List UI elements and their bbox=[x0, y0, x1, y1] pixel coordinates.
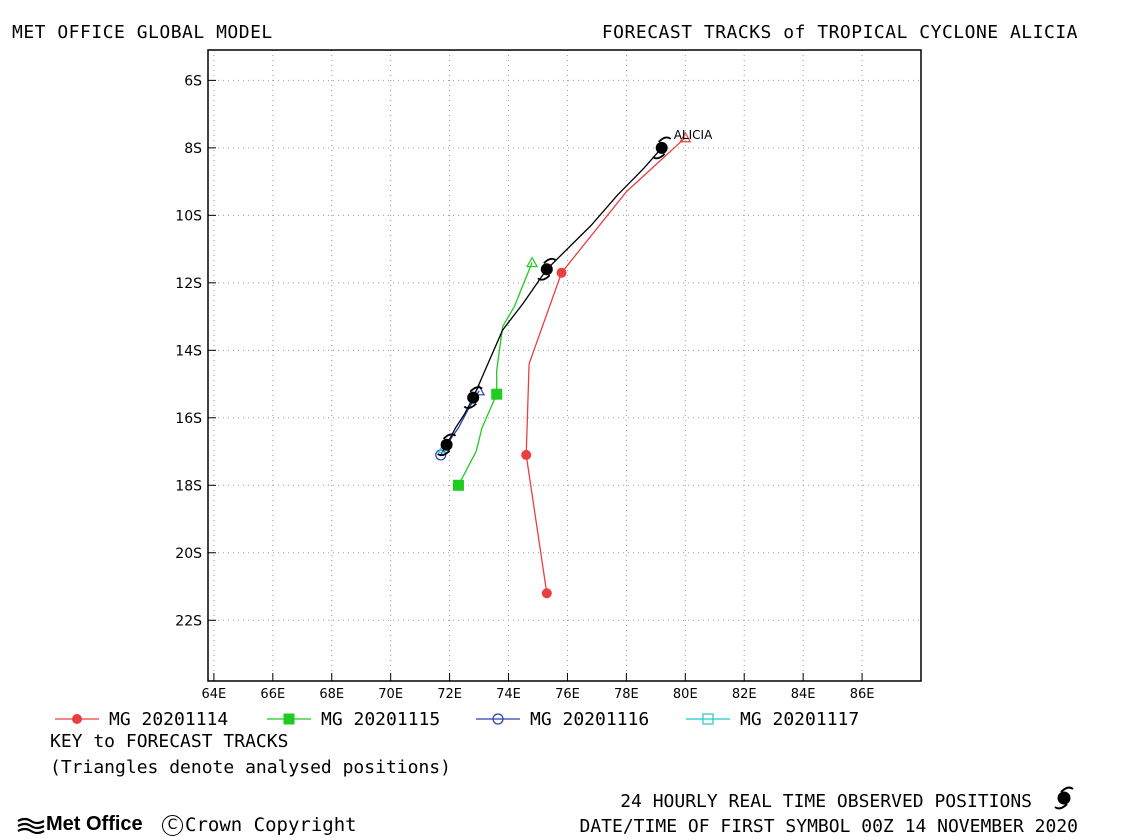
observed-track-line bbox=[446, 147, 663, 446]
x-tick-label: 76E bbox=[555, 687, 580, 702]
header-model-name: MET OFFICE GLOBAL MODEL bbox=[12, 22, 273, 43]
observed-cyclone-symbol bbox=[537, 257, 557, 281]
legend-swatch-mg-20201116 bbox=[476, 713, 520, 725]
legend-item-mg-20201117: MG 20201117 bbox=[686, 708, 859, 730]
y-tick-label: 18S bbox=[175, 478, 202, 494]
track-point-mg-20201114 bbox=[521, 449, 532, 460]
legend-swatch-mg-20201115 bbox=[267, 713, 311, 725]
forecast-tracks bbox=[435, 131, 692, 599]
track-point-mg-20201114 bbox=[556, 267, 567, 278]
analysed-position-mg-20201114 bbox=[679, 131, 692, 143]
met-office-logo-text: Met Office bbox=[46, 813, 143, 835]
y-tick-label: 14S bbox=[175, 343, 202, 359]
track-line-mg-20201115 bbox=[457, 262, 533, 486]
cyclone-symbol-core bbox=[467, 391, 480, 404]
x-tick-label: 82E bbox=[732, 687, 757, 702]
legend-swatch-marker bbox=[283, 713, 295, 725]
copyright-notice: C Crown Copyright bbox=[162, 814, 357, 836]
chart-title: FORECAST TRACKS of TROPICAL CYCLONE ALIC… bbox=[601, 22, 1078, 43]
x-tick-label: 66E bbox=[260, 687, 285, 702]
analysed-position-mg-20201115 bbox=[526, 256, 539, 268]
copyright-text: Crown Copyright bbox=[185, 814, 357, 836]
y-tick-label: 8S bbox=[184, 141, 202, 157]
legend-item-mg-20201116: MG 20201116 bbox=[476, 708, 649, 730]
grid-lines bbox=[208, 50, 921, 681]
copyright-icon: C bbox=[162, 814, 183, 836]
legend-label: MG 20201117 bbox=[740, 708, 860, 730]
cyclone-symbol-arm bbox=[469, 386, 483, 393]
legend-item-mg-20201115: MG 20201115 bbox=[267, 708, 440, 730]
storm-name-label: ALICIA bbox=[674, 128, 713, 142]
legend-swatch-marker bbox=[702, 713, 714, 725]
cyclone-symbol-arm bbox=[537, 274, 551, 281]
cyclone-symbol-icon bbox=[1054, 786, 1074, 810]
first-symbol-datetime: DATE/TIME OF FIRST SYMBOL 00Z 14 NOVEMBE… bbox=[579, 816, 1079, 837]
x-tick-label: 86E bbox=[850, 687, 875, 702]
legend-item-mg-20201114: MG 20201114 bbox=[55, 708, 228, 730]
cyclone-symbol-arm bbox=[543, 257, 557, 264]
cyclone-symbol-arm bbox=[658, 136, 672, 143]
legend-swatch-marker bbox=[72, 714, 82, 724]
cyclone-symbol-core bbox=[655, 141, 668, 154]
axis-ticks: 6S 8S 10S 12S 14S 16S 18S 20S 22S 64E 66E 68E 70E 72E… bbox=[175, 73, 874, 702]
y-tick-label: 12S bbox=[175, 276, 202, 292]
y-tick-label: 10S bbox=[175, 208, 202, 224]
track-point-mg-20201114 bbox=[541, 588, 552, 599]
legend-label: MG 20201115 bbox=[321, 708, 441, 730]
track-point-mg-20201115 bbox=[452, 479, 464, 491]
key-note: (Triangles denote analysed positions) bbox=[50, 757, 451, 778]
observed-positions-label: 24 HOURLY REAL TIME OBSERVED POSITIONS bbox=[620, 791, 1032, 812]
y-tick-label: 22S bbox=[175, 613, 202, 629]
observed-track: ALICIA bbox=[437, 128, 713, 457]
x-tick-label: 78E bbox=[614, 687, 639, 702]
cyclone-symbol-arm bbox=[442, 433, 457, 440]
observed-cyclone-symbol bbox=[652, 136, 672, 160]
legend-label: MG 20201116 bbox=[530, 708, 650, 730]
legend-swatch-mg-20201114 bbox=[55, 714, 99, 724]
x-tick-label: 70E bbox=[378, 687, 403, 702]
observed-cyclone-symbol bbox=[437, 433, 457, 457]
legend-label: MG 20201114 bbox=[109, 708, 229, 730]
y-tick-label: 6S bbox=[184, 73, 202, 89]
track-line-mg-20201114 bbox=[525, 137, 686, 594]
key-title: KEY to FORECAST TRACKS bbox=[50, 731, 289, 752]
y-tick-label: 16S bbox=[175, 411, 202, 427]
legend-swatch-marker bbox=[492, 713, 504, 725]
plot-frame bbox=[207, 49, 922, 682]
track-point-mg-20201115 bbox=[491, 388, 503, 400]
met-office-logo: Met Office bbox=[16, 813, 143, 836]
x-tick-label: 68E bbox=[319, 687, 344, 702]
x-tick-label: 64E bbox=[202, 687, 227, 702]
x-tick-label: 74E bbox=[496, 687, 521, 702]
y-tick-label: 20S bbox=[175, 546, 202, 562]
observed-cyclone-symbol bbox=[463, 386, 483, 409]
x-tick-label: 80E bbox=[673, 687, 698, 702]
met-office-logo-icon bbox=[17, 817, 45, 834]
x-tick-label: 84E bbox=[791, 687, 816, 702]
cyclone-symbol-arm bbox=[652, 153, 666, 160]
legend-swatch-mg-20201117 bbox=[686, 713, 730, 725]
legend: MG 20201114 MG 20201115 MG 20201116 MG 2… bbox=[55, 708, 955, 730]
x-tick-label: 72E bbox=[437, 687, 462, 702]
cyclone-symbol-core bbox=[540, 263, 553, 276]
cyclone-symbol-arm bbox=[463, 402, 477, 409]
cyclone-symbol-arm bbox=[437, 450, 451, 457]
cyclone-symbol-core bbox=[440, 438, 453, 451]
